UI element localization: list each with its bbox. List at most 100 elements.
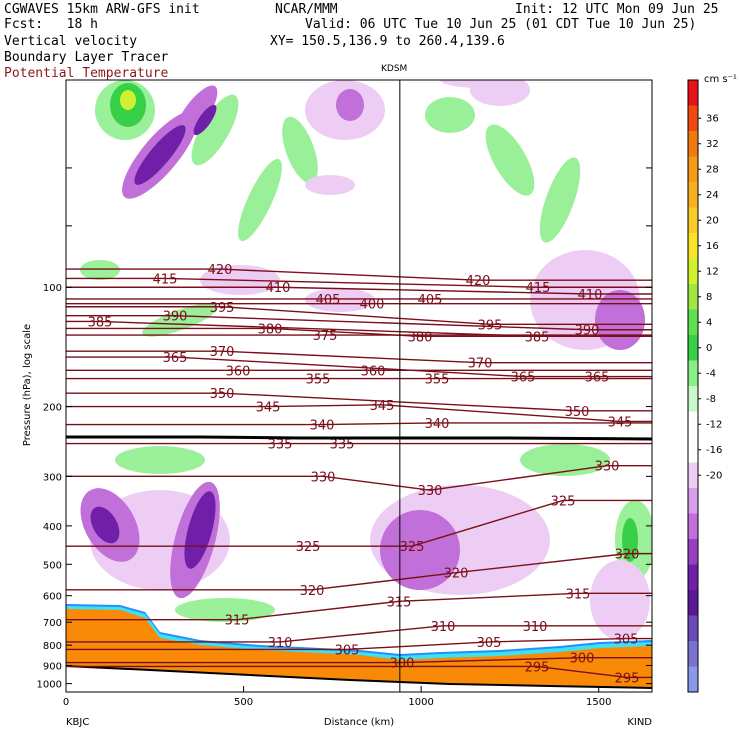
theta-label: 390 — [575, 324, 600, 339]
theta-contour — [66, 277, 652, 288]
theta-contour — [66, 350, 652, 364]
theta-contour — [66, 499, 652, 547]
theta-label: 295 — [525, 660, 550, 675]
w-down-blob — [305, 175, 355, 195]
x-tick-label: 0 — [63, 697, 69, 708]
theta-label: 365 — [163, 351, 188, 366]
theta-label: 365 — [585, 371, 610, 386]
colorbar-swatch — [688, 309, 698, 336]
colorbar-unit: cm s⁻¹ — [704, 74, 737, 85]
colorbar-frame — [687, 79, 699, 693]
w-down-blob — [440, 80, 520, 88]
colorbar-swatch — [688, 156, 698, 183]
w-up-blob — [425, 97, 475, 133]
theta-label: 395 — [478, 318, 503, 333]
theta-label: 415 — [526, 281, 551, 296]
y-tick-label: 400 — [43, 522, 62, 533]
init-time: Init: 12 UTC Mon 09 Jun 25 — [515, 2, 719, 17]
theta-label: 420 — [208, 263, 233, 278]
theta-label: 305 — [477, 636, 502, 651]
colorbar-swatch — [688, 615, 698, 642]
theta-label: 370 — [468, 357, 493, 372]
theta-label: 330 — [311, 470, 336, 485]
model-title: CGWAVES 15km ARW-GFS init — [4, 2, 200, 17]
theta-label: 305 — [335, 643, 360, 658]
y-axis-label: Pressure (hPa), log scale — [22, 324, 33, 446]
theta-contour — [66, 356, 652, 378]
w-up-blob — [282, 116, 318, 184]
colorbar-swatch — [688, 590, 698, 616]
theta-label: 320 — [300, 584, 325, 599]
station-mid-label: KDSM — [381, 64, 408, 74]
theta-label: 410 — [578, 288, 603, 303]
theta-contour — [66, 552, 652, 591]
theta-label: 305 — [614, 633, 639, 648]
cross-section-coords: XY= 150.5,136.9 to 260.4,139.6 — [270, 34, 505, 49]
colorbar-swatch — [688, 437, 698, 463]
theta-label: 395 — [210, 301, 235, 316]
y-tick-label: 100 — [43, 283, 62, 294]
theta-contour — [66, 268, 652, 281]
theta-contour — [66, 465, 652, 491]
colorbar-swatch — [688, 513, 698, 540]
x-axis-label: Distance (km) — [324, 717, 394, 728]
theta-label: 390 — [163, 310, 188, 325]
x-tick-label: 1000 — [408, 697, 433, 708]
theta-label: 415 — [153, 272, 178, 287]
colorbar-swatch — [688, 131, 698, 157]
w-down-blob — [470, 80, 530, 106]
w-down-peak — [134, 125, 186, 185]
w-down-core — [336, 89, 364, 121]
theta-label: 400 — [360, 298, 385, 313]
theta-label: 310 — [268, 636, 293, 651]
theta-contour — [66, 592, 652, 621]
theta-label: 355 — [306, 373, 331, 388]
colorbar-swatch — [688, 641, 698, 667]
w-down-peak — [193, 104, 217, 136]
w-down-peak — [184, 491, 216, 569]
theta-contour — [66, 637, 652, 651]
theta-label: 410 — [266, 281, 291, 296]
y-tick-label: 800 — [43, 641, 62, 652]
theta-label: 360 — [361, 364, 386, 379]
theta-label: 350 — [210, 387, 235, 402]
station-right-label: KIND — [627, 717, 652, 728]
organization: NCAR/MMM — [275, 2, 338, 17]
colorbar-tick-label: -4 — [706, 368, 716, 379]
y-tick-label: 900 — [43, 661, 62, 672]
colorbar-tick-label: 28 — [706, 164, 719, 175]
theta-contour — [66, 404, 652, 423]
theta-label: 380 — [408, 330, 433, 345]
colorbar-swatch — [688, 386, 698, 412]
theta-label: 375 — [313, 329, 338, 344]
theta-label: 330 — [595, 460, 620, 475]
theta-label: 325 — [400, 540, 425, 555]
theta-label: 325 — [296, 540, 321, 555]
theta-contour — [66, 422, 652, 426]
theta-label: 335 — [268, 438, 293, 453]
theta-contour — [66, 665, 652, 679]
colorbar: 36 32 28 24 20 16 12 8 4 0 -4 -8 -12 -16 -20 — [687, 79, 722, 693]
w-up-blob — [80, 260, 120, 280]
forecast-hour: Fcst: 18 h — [4, 17, 98, 32]
colorbar-tick-label: 0 — [706, 343, 712, 354]
y-tick-label: 700 — [43, 618, 62, 629]
theta-label: 405 — [316, 293, 341, 308]
theta-contour — [66, 315, 652, 331]
x-axis: 0 500 1000 1500 — [63, 686, 611, 708]
tropopause-line — [66, 435, 652, 441]
w-up-blob — [485, 124, 535, 196]
theta-label: 315 — [225, 614, 250, 629]
y-tick-label: 500 — [43, 560, 62, 571]
theta-label: 360 — [226, 364, 251, 379]
potential-temperature-contours — [66, 268, 652, 679]
w-down-blob — [305, 288, 375, 312]
theta-label: 310 — [523, 620, 548, 635]
theta-label: 310 — [431, 620, 456, 635]
theta-label: 345 — [370, 399, 395, 414]
theta-label: 315 — [566, 587, 591, 602]
boundary-layer-tracer — [66, 604, 652, 692]
terrain-edge — [66, 665, 652, 689]
theta-label: 335 — [330, 438, 355, 453]
